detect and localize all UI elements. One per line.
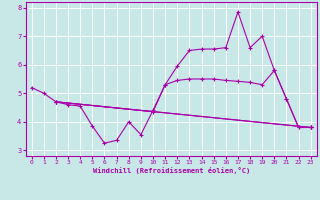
- X-axis label: Windchill (Refroidissement éolien,°C): Windchill (Refroidissement éolien,°C): [92, 167, 250, 174]
